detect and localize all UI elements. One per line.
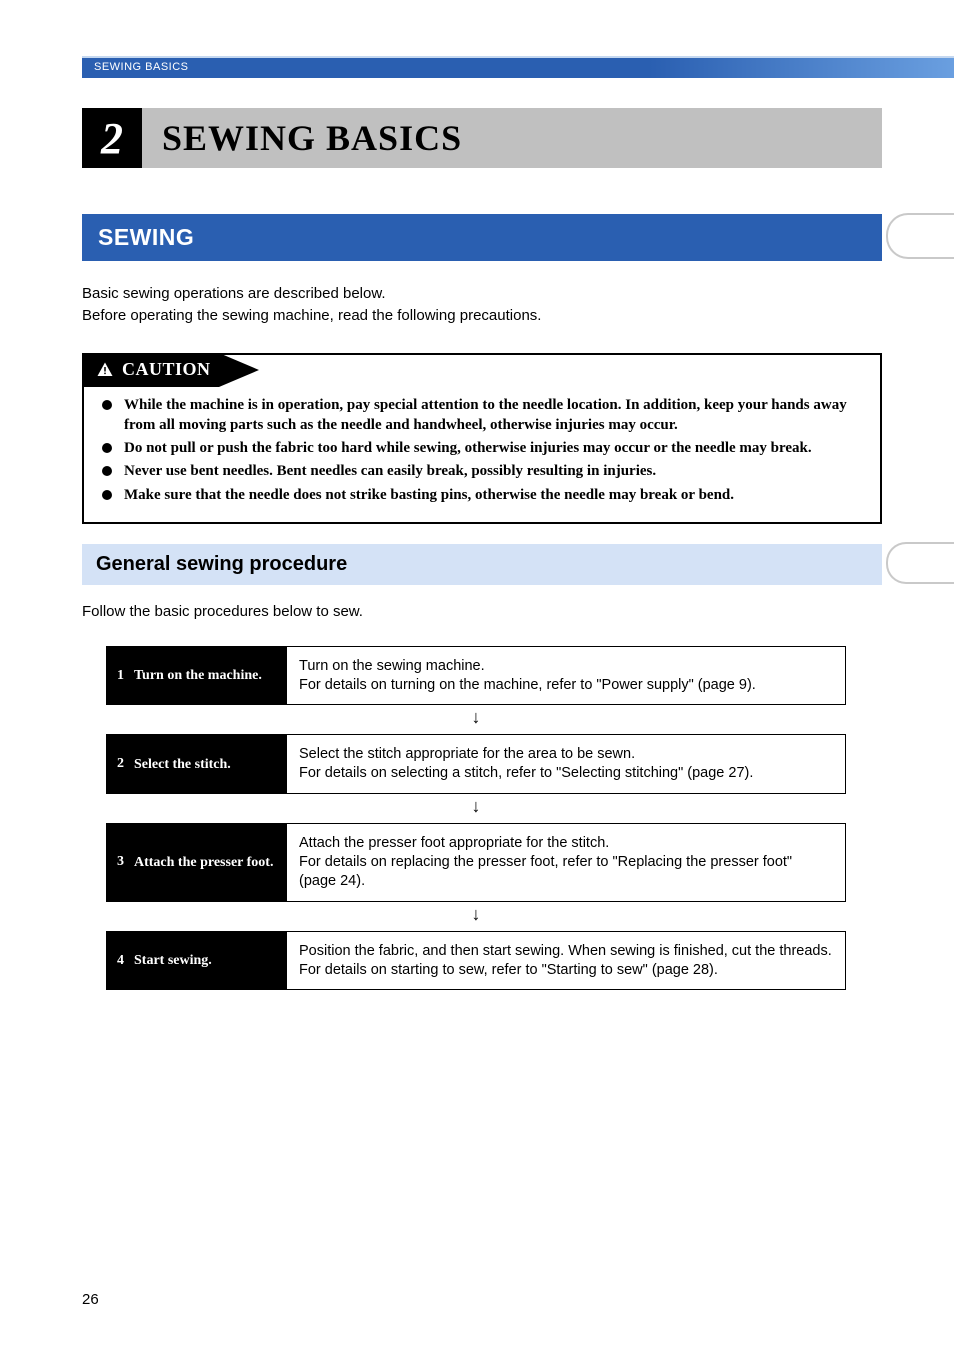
down-arrow-icon: ↓ [106, 705, 846, 734]
down-arrow-icon: ↓ [106, 902, 846, 931]
section-tab [886, 213, 954, 259]
page-header: SEWING BASICS [82, 56, 882, 78]
step-number: 1 [117, 668, 124, 684]
caution-item: Make sure that the needle does not strik… [102, 485, 862, 505]
caution-list: While the machine is in operation, pay s… [102, 395, 862, 505]
step-row: 3 Attach the presser foot. Attach the pr… [106, 823, 846, 902]
step-title: Start sewing. [134, 952, 212, 970]
chapter-title-bar: 2 SEWING BASICS [82, 108, 882, 168]
page-number: 26 [82, 1291, 99, 1308]
step-number: 3 [117, 854, 124, 870]
step-description: Position the fabric, and then start sewi… [287, 932, 845, 990]
step-row: 2 Select the stitch. Select the stitch a… [106, 734, 846, 794]
caution-item: Do not pull or push the fabric too hard … [102, 438, 862, 458]
chapter-number: 2 [82, 108, 142, 168]
step-row: 1 Turn on the machine. Turn on the sewin… [106, 646, 846, 706]
caution-label: CAUTION [122, 359, 211, 380]
step-description: Attach the presser foot appropriate for … [287, 824, 845, 901]
header-bar [82, 56, 954, 78]
chapter-title: SEWING BASICS [142, 117, 462, 159]
caution-item: While the machine is in operation, pay s… [102, 395, 862, 436]
caution-flag: CAUTION [82, 353, 259, 387]
warning-icon [96, 361, 114, 379]
step-number: 2 [117, 756, 124, 772]
intro-line-2: Before operating the sewing machine, rea… [82, 305, 882, 327]
caution-item: Never use bent needles. Bent needles can… [102, 461, 862, 481]
subsection-tab [886, 542, 954, 584]
intro-line-1: Basic sewing operations are described be… [82, 283, 882, 305]
step-number: 4 [117, 953, 124, 969]
step-row: 4 Start sewing. Position the fabric, and… [106, 931, 846, 991]
step-description: Turn on the sewing machine.For details o… [287, 647, 845, 705]
subsection-title: General sewing procedure [82, 544, 882, 585]
down-arrow-icon: ↓ [106, 794, 846, 823]
section-intro: Basic sewing operations are described be… [82, 283, 882, 327]
subsection-intro: Follow the basic procedures below to sew… [82, 603, 882, 620]
section-title: SEWING [82, 214, 882, 261]
step-title: Attach the presser foot. [134, 854, 273, 872]
step-description: Select the stitch appropriate for the ar… [287, 735, 845, 793]
caution-box: CAUTION While the machine is in operatio… [82, 353, 882, 524]
section-sewing: SEWING [82, 214, 882, 261]
step-title: Turn on the machine. [134, 667, 262, 685]
breadcrumb: SEWING BASICS [94, 61, 189, 73]
step-title: Select the stitch. [134, 756, 231, 774]
subsection-general-procedure: General sewing procedure [82, 544, 882, 585]
steps-table: 1 Turn on the machine. Turn on the sewin… [106, 646, 846, 991]
